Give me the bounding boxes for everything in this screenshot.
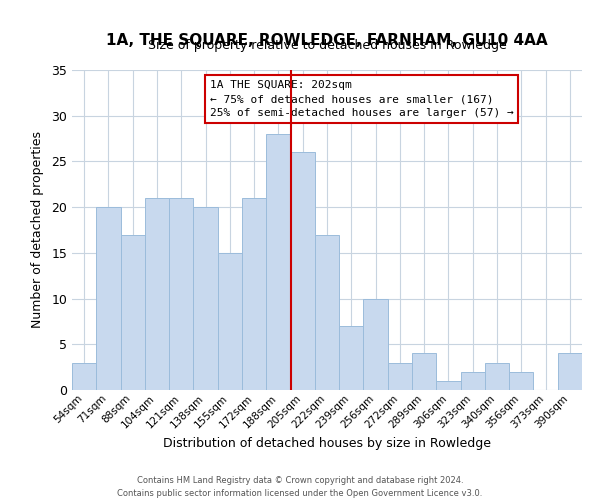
Bar xyxy=(558,354,582,390)
Title: 1A, THE SQUARE, ROWLEDGE, FARNHAM, GU10 4AA: 1A, THE SQUARE, ROWLEDGE, FARNHAM, GU10 … xyxy=(106,33,548,48)
Text: Contains HM Land Registry data © Crown copyright and database right 2024.
Contai: Contains HM Land Registry data © Crown c… xyxy=(118,476,482,498)
Bar xyxy=(388,362,412,390)
Bar xyxy=(290,152,315,390)
Bar xyxy=(315,234,339,390)
Bar xyxy=(364,298,388,390)
Bar xyxy=(412,354,436,390)
Bar xyxy=(72,362,96,390)
Bar xyxy=(121,234,145,390)
Bar xyxy=(218,253,242,390)
X-axis label: Distribution of detached houses by size in Rowledge: Distribution of detached houses by size … xyxy=(163,436,491,450)
Bar xyxy=(436,381,461,390)
Bar xyxy=(461,372,485,390)
Bar xyxy=(193,207,218,390)
Bar xyxy=(169,198,193,390)
Bar xyxy=(145,198,169,390)
Text: Size of property relative to detached houses in Rowledge: Size of property relative to detached ho… xyxy=(148,40,506,52)
Bar xyxy=(509,372,533,390)
Y-axis label: Number of detached properties: Number of detached properties xyxy=(31,132,44,328)
Bar xyxy=(485,362,509,390)
Bar xyxy=(242,198,266,390)
Bar xyxy=(339,326,364,390)
Bar xyxy=(266,134,290,390)
Text: 1A THE SQUARE: 202sqm
← 75% of detached houses are smaller (167)
25% of semi-det: 1A THE SQUARE: 202sqm ← 75% of detached … xyxy=(210,80,514,118)
Bar xyxy=(96,207,121,390)
